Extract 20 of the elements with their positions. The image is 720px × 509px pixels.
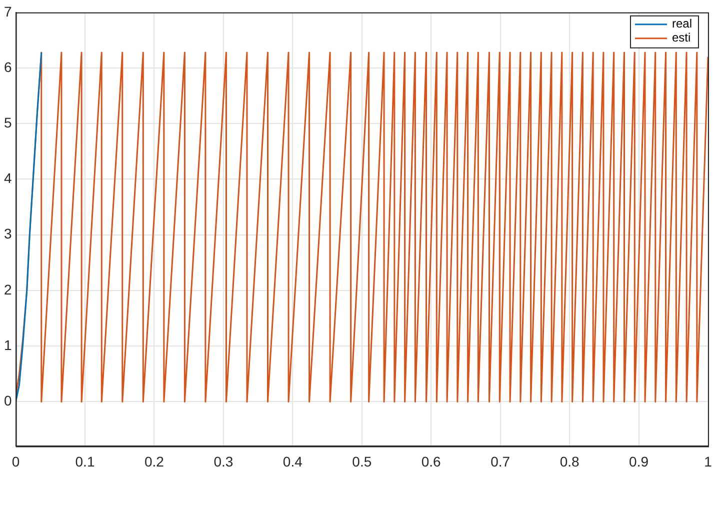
x-tick-label: 1 (704, 453, 712, 470)
legend-label: real (672, 16, 692, 31)
y-tick-label: 1 (4, 336, 12, 353)
y-tick-label: 0 (4, 392, 12, 409)
x-tick-label: 0.3 (214, 453, 234, 470)
y-tick-label: 7 (4, 3, 12, 20)
x-tick-label: 0.9 (629, 453, 649, 470)
legend-label: esti (672, 30, 691, 45)
x-tick-label: 0.2 (144, 453, 164, 470)
x-tick-label: 0.4 (282, 453, 303, 470)
y-tick-label: 4 (4, 170, 12, 186)
y-tick-label: 5 (4, 114, 12, 130)
y-tick-label: 2 (4, 281, 12, 298)
y-tick-label: 3 (4, 226, 12, 242)
y-tick-label: 6 (4, 58, 12, 75)
x-tick-label: 0.8 (560, 453, 580, 470)
x-tick-label: 0.7 (490, 453, 510, 470)
x-tick-label: 0.6 (421, 453, 442, 470)
x-tick-label: 0.1 (75, 453, 95, 470)
x-tick-label: 0.5 (352, 453, 372, 470)
